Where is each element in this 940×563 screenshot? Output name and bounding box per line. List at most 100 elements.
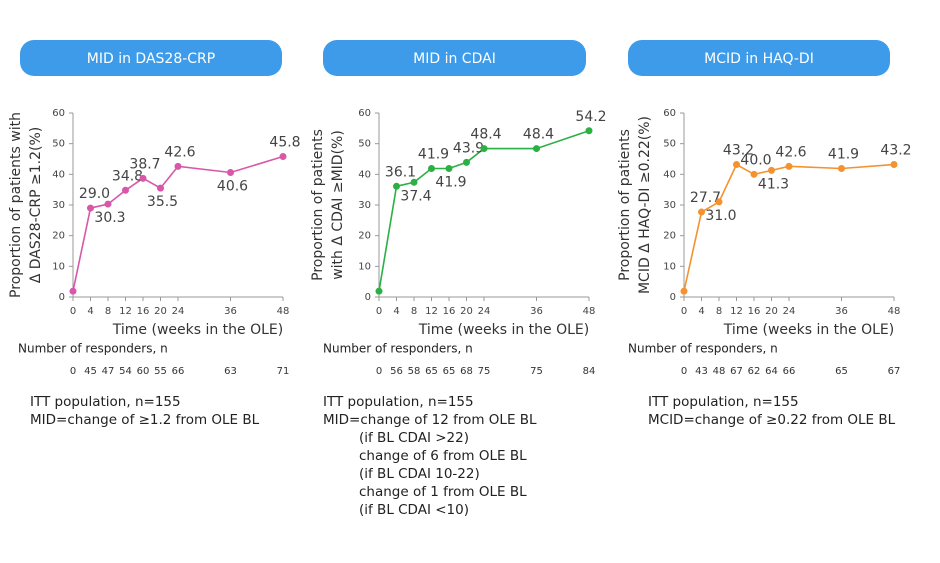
x-tick-label: 12 [730,306,743,317]
x-tick-label: 8 [105,306,111,317]
x-tick-label: 20 [765,306,778,317]
y-tick-label: 20 [52,231,65,242]
responders-count: 0 [376,366,382,377]
point [733,161,740,169]
point [768,166,775,174]
x-tick-label: 36 [835,306,848,317]
data-label: 36.1 [385,164,416,180]
chart-title: MID in CDAI [413,51,496,67]
y-tick-label: 50 [663,139,676,150]
point [104,200,112,208]
data-label: 42.6 [775,144,806,160]
point [445,165,453,173]
responders-count: 84 [583,366,596,377]
responders-count: 48 [713,366,726,377]
x-tick-label: 0 [376,306,382,317]
x-tick-label: 20 [154,306,167,317]
data-label: 43.9 [453,140,484,156]
footnote: change of 1 from OLE BL [359,484,527,500]
footnote: (if BL CDAI 10-22) [359,466,480,482]
point [838,165,845,173]
x-tick-label: 4 [698,306,704,317]
x-tick-label: 12 [119,306,132,317]
responders-count: 0 [681,366,687,377]
data-label: 40.6 [217,178,248,194]
responders-count: 47 [102,366,115,377]
x-tick-label: 36 [530,306,543,317]
data-label: 42.6 [164,144,195,160]
data-label: 35.5 [147,194,178,210]
point [279,153,287,161]
x-tick-label: 0 [70,306,76,317]
y-tick-label: 20 [358,231,371,242]
data-label: 27.7 [690,190,721,206]
y-axis-label: Proportion of patients [310,129,326,281]
point [785,162,793,170]
responders-count: 71 [277,366,290,377]
responders-count: 43 [695,366,708,377]
responders-count: 0 [70,366,76,377]
x-tick-label: 4 [393,306,399,317]
x-tick-label: 16 [137,306,150,317]
responders-count: 67 [888,366,901,377]
responders-count: 60 [137,366,150,377]
footnote: ITT population, n=155 [323,394,474,410]
y-tick-label: 50 [358,139,371,150]
footnote: MID=change of ≥1.2 from OLE BL [30,412,260,428]
y-tick-label: 10 [663,261,676,272]
responders-label: Number of responders, n [323,342,473,356]
y-axis-label: MCID Δ HAQ-DI ≥0.22(%) [637,116,653,294]
responders-count: 66 [172,366,185,377]
y-tick-label: 0 [365,292,371,303]
y-tick-label: 10 [52,261,65,272]
responders-count: 62 [748,366,761,377]
footnote: (if BL CDAI >22) [359,430,469,446]
point [227,168,234,176]
data-label: 43.2 [880,143,911,159]
y-tick-label: 40 [358,169,371,180]
responders-count: 65 [835,366,848,377]
y-tick-label: 60 [52,108,65,119]
point [533,145,540,153]
responders-count: 65 [443,366,456,377]
data-label: 41.9 [828,147,859,163]
point [69,287,77,295]
responders-count: 45 [84,366,97,377]
responders-count: 58 [408,366,421,377]
data-label: 30.3 [94,210,125,226]
responders-count: 65 [425,366,438,377]
x-tick-label: 48 [277,306,290,317]
y-tick-label: 60 [358,108,371,119]
data-label: 41.9 [418,147,449,163]
data-label: 31.0 [705,208,736,224]
y-tick-label: 20 [663,231,676,242]
point [393,182,400,190]
footnote: MCID=change of ≥0.22 from OLE BL [648,412,896,428]
responders-label: Number of responders, n [628,342,778,356]
point [680,287,688,295]
point [122,186,129,194]
x-tick-label: 8 [411,306,417,317]
point [410,178,418,186]
x-tick-label: 12 [425,306,438,317]
data-label: 34.8 [112,168,143,184]
point [715,198,723,206]
x-tick-label: 36 [224,306,237,317]
point [174,162,182,170]
x-tick-label: 4 [87,306,93,317]
y-tick-label: 0 [59,292,65,303]
data-label: 48.4 [523,127,554,143]
x-tick-label: 8 [716,306,722,317]
title-pill [628,40,890,76]
x-axis-label: Time (weeks in the OLE) [418,322,589,338]
responders-count: 67 [730,366,743,377]
y-axis-label: Proportion of patients with [8,112,24,298]
data-label: 54.2 [575,109,606,125]
data-label: 29.0 [79,186,110,202]
footnote: change of 6 from OLE BL [359,448,527,464]
point [139,174,147,182]
point [463,158,470,166]
y-tick-label: 30 [52,200,65,211]
data-label: 48.4 [470,127,501,143]
title-pill [323,40,586,76]
